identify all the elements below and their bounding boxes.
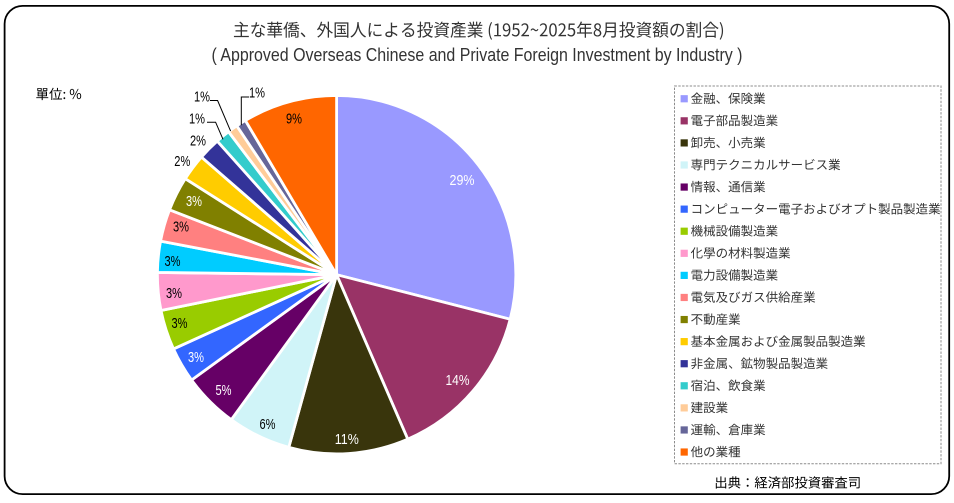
- svg-text:5%: 5%: [216, 382, 232, 399]
- svg-text:6%: 6%: [260, 416, 276, 433]
- svg-text:1%: 1%: [189, 111, 205, 128]
- svg-text:29%: 29%: [450, 172, 475, 189]
- svg-text:1%: 1%: [249, 85, 265, 102]
- svg-text:( Approved Overseas Chinese an: ( Approved Overseas Chinese and Private …: [212, 45, 743, 65]
- svg-text:2%: 2%: [190, 133, 206, 150]
- svg-text:3%: 3%: [186, 193, 202, 210]
- svg-text:2%: 2%: [174, 153, 190, 170]
- svg-text:9%: 9%: [286, 111, 302, 128]
- svg-text:11%: 11%: [335, 431, 359, 448]
- svg-text:14%: 14%: [446, 372, 470, 389]
- svg-text:3%: 3%: [165, 253, 181, 270]
- svg-text:3%: 3%: [166, 285, 182, 302]
- svg-text:1%: 1%: [194, 89, 210, 106]
- svg-text:3%: 3%: [173, 219, 189, 236]
- svg-text:3%: 3%: [172, 315, 188, 332]
- svg-text:3%: 3%: [188, 349, 204, 366]
